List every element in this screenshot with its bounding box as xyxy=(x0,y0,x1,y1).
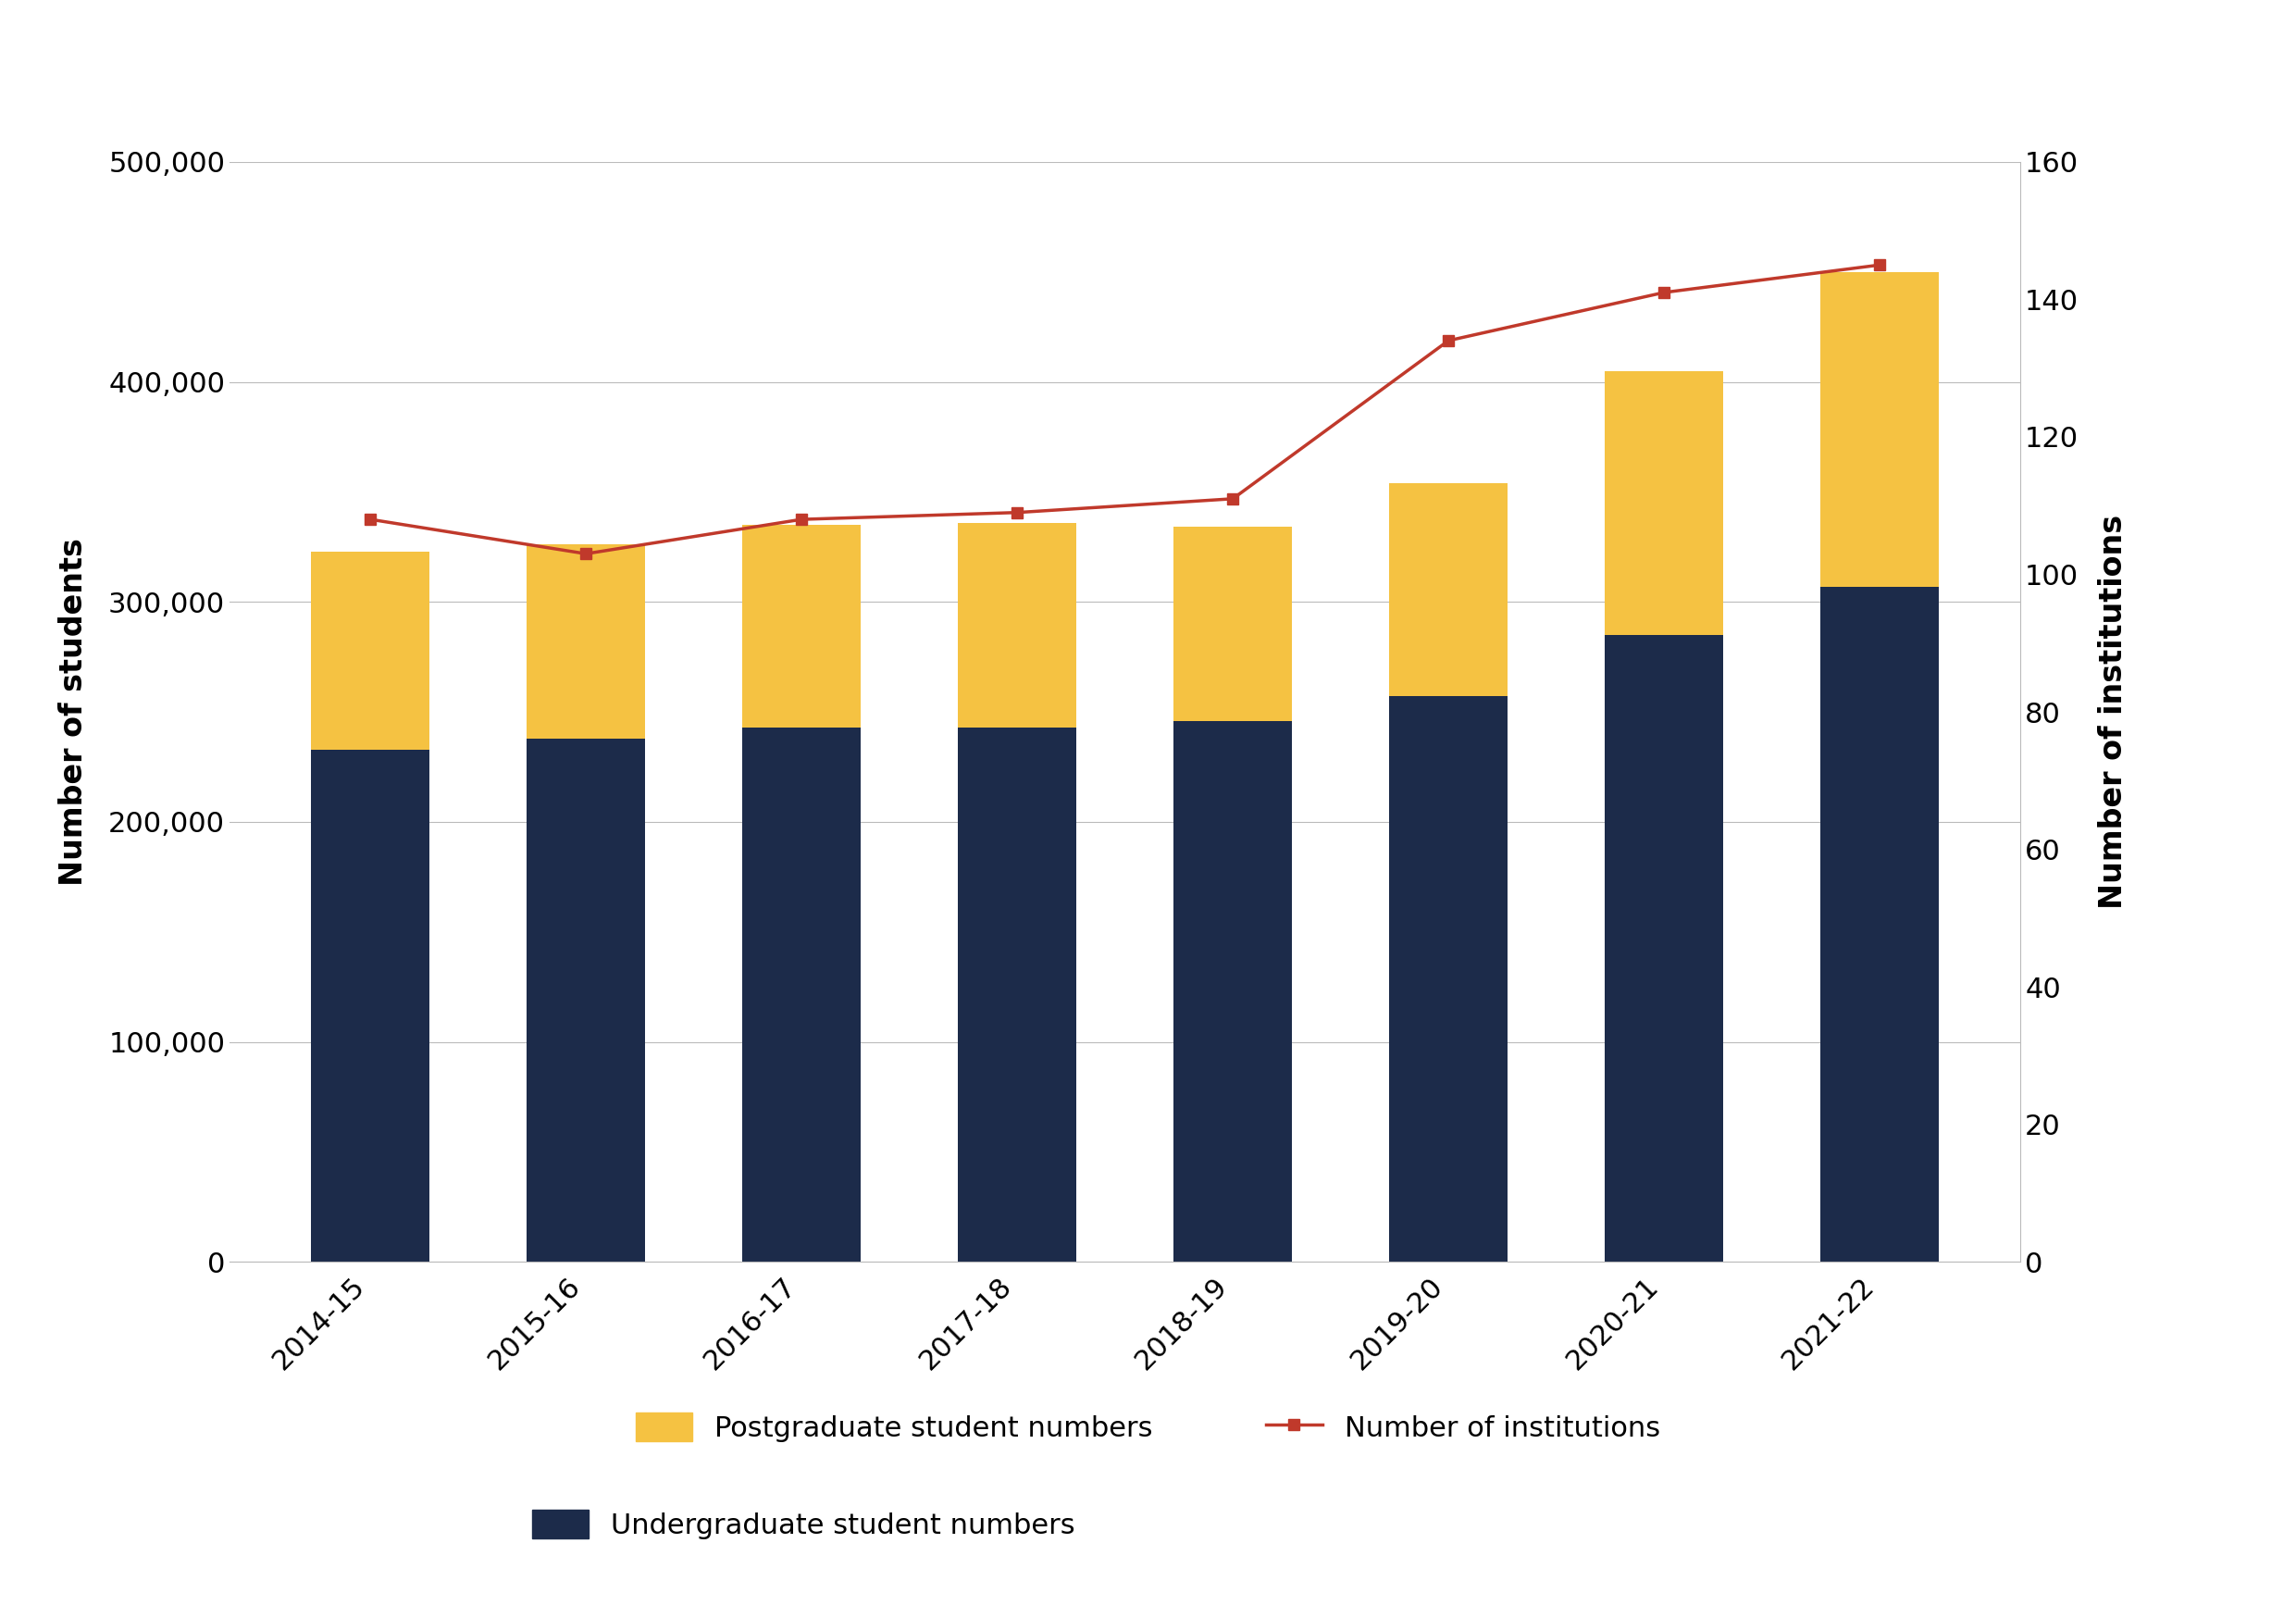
Bar xyxy=(742,728,861,1262)
Bar xyxy=(526,738,645,1262)
Bar xyxy=(1605,634,1724,1262)
Bar xyxy=(1605,371,1724,634)
Y-axis label: Number of students: Number of students xyxy=(60,537,90,887)
Bar xyxy=(1821,586,1940,1262)
Bar xyxy=(310,552,429,749)
Bar xyxy=(526,545,645,738)
Bar xyxy=(310,749,429,1262)
Bar xyxy=(1173,720,1293,1262)
Legend: Postgraduate student numbers, Number of institutions: Postgraduate student numbers, Number of … xyxy=(636,1413,1660,1442)
Y-axis label: Number of institutions: Number of institutions xyxy=(2099,515,2128,909)
Bar xyxy=(1821,272,1940,586)
Bar xyxy=(1173,527,1293,720)
Bar xyxy=(1389,696,1508,1262)
Bar xyxy=(957,523,1077,728)
Bar xyxy=(1389,484,1508,696)
Bar xyxy=(957,728,1077,1262)
Bar xyxy=(742,524,861,728)
Legend: Undergraduate student numbers: Undergraduate student numbers xyxy=(533,1510,1075,1539)
